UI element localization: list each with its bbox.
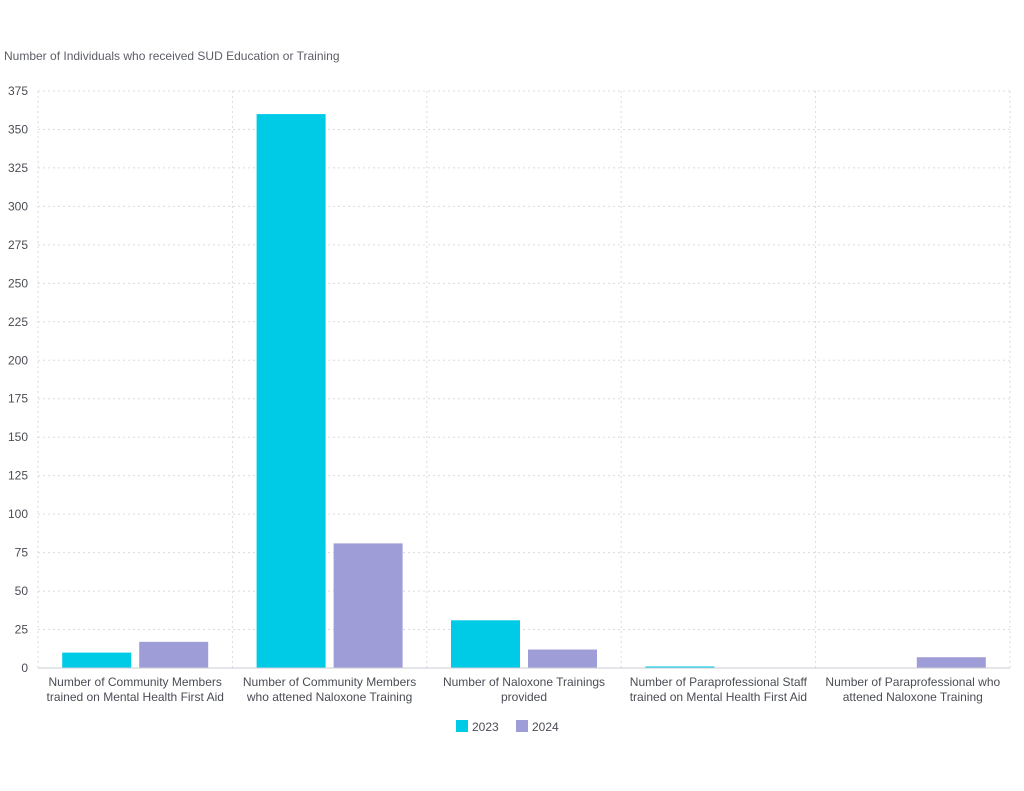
- bar-2024[interactable]: [333, 543, 403, 668]
- x-tick-label: provided: [501, 690, 547, 704]
- legend-label[interactable]: 2024: [532, 720, 559, 734]
- y-tick-label: 325: [8, 161, 28, 175]
- bar-2024[interactable]: [139, 641, 209, 668]
- legend-swatch-2024[interactable]: [516, 720, 528, 732]
- bar-2023[interactable]: [451, 620, 520, 668]
- y-tick-label: 300: [8, 199, 28, 213]
- y-tick-label: 200: [8, 353, 28, 367]
- y-tick-label: 75: [15, 546, 29, 560]
- bar-2024[interactable]: [528, 649, 597, 668]
- y-tick-label: 25: [15, 623, 29, 637]
- y-tick-label: 100: [8, 507, 28, 521]
- x-tick-label: attened Naloxone Training: [843, 690, 983, 704]
- y-tick-label: 0: [21, 661, 28, 675]
- grid: [37, 90, 1011, 668]
- x-tick-label: Number of Community Members: [243, 675, 416, 689]
- legend-swatch-2023[interactable]: [456, 720, 468, 732]
- legend: 2023 2024: [456, 720, 559, 734]
- y-tick-label: 250: [8, 276, 28, 290]
- chart-title: Number of Individuals who received SUD E…: [4, 49, 340, 63]
- y-tick-label: 375: [8, 84, 28, 98]
- y-tick-label: 150: [8, 430, 28, 444]
- x-tick-label: Number of Paraprofessional Staff: [630, 675, 808, 689]
- y-tick-label: 275: [8, 238, 28, 252]
- bar-2023[interactable]: [256, 114, 326, 668]
- bar-2024[interactable]: [916, 657, 986, 668]
- y-tick-label: 125: [8, 469, 28, 483]
- bars: [62, 114, 986, 668]
- y-tick-label: 50: [15, 584, 29, 598]
- bar-2023[interactable]: [62, 652, 132, 668]
- y-tick-label: 175: [8, 392, 28, 406]
- x-tick-label: trained on Mental Health First Aid: [46, 690, 223, 704]
- x-tick-label: who attened Naloxone Training: [246, 690, 412, 704]
- y-tick-label: 350: [8, 122, 28, 136]
- x-tick-label: trained on Mental Health First Aid: [630, 690, 807, 704]
- y-tick-label: 225: [8, 315, 28, 329]
- bar-2023[interactable]: [645, 666, 715, 668]
- legend-label[interactable]: 2023: [472, 720, 499, 734]
- x-tick-label: Number of Community Members: [49, 675, 222, 689]
- x-tick-label: Number of Naloxone Trainings: [443, 675, 605, 689]
- y-axis: 0 25 50 75 100 125 150 175 200 225 250 275 300 325 350…: [8, 84, 28, 675]
- x-tick-label: Number of Paraprofessional who: [825, 675, 1000, 689]
